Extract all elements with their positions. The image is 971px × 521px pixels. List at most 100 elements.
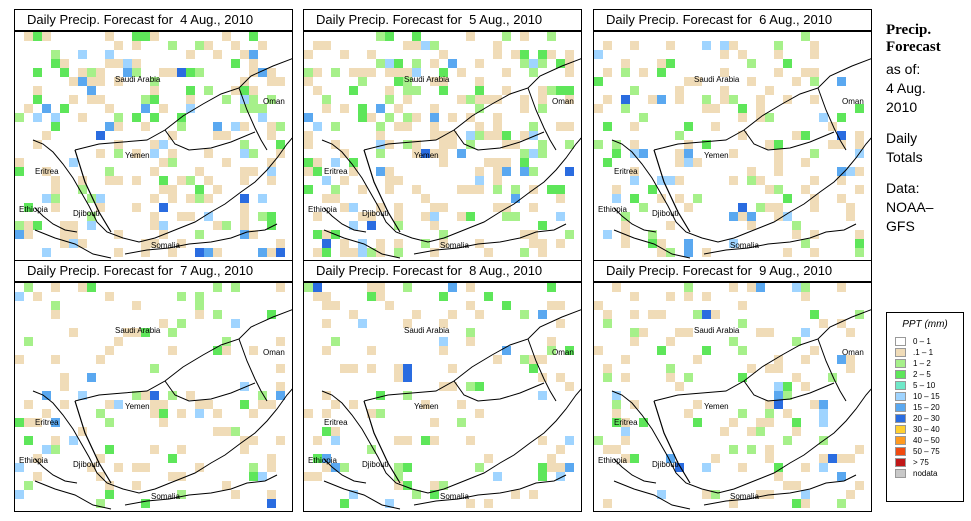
map-label-djibouti: Djibouti xyxy=(362,209,389,218)
map-label-oman: Oman xyxy=(552,348,574,357)
precip-map: Saudi Arabia Oman Yemen Eritrea Ethiopia Djib… xyxy=(303,31,582,261)
map-label-eritrea: Eritrea xyxy=(35,418,59,427)
precip-map-svg: Saudi Arabia Oman Yemen Eritrea Ethiopia Djib… xyxy=(594,283,871,510)
map-label-saudi: Saudi Arabia xyxy=(694,326,740,335)
legend-swatch xyxy=(895,469,906,478)
map-label-saudi: Saudi Arabia xyxy=(404,326,450,335)
map-label-saudi: Saudi Arabia xyxy=(115,326,161,335)
map-label-oman: Oman xyxy=(552,97,574,106)
legend-swatch xyxy=(895,381,906,390)
map-label-somalia: Somalia xyxy=(151,492,180,501)
forecast-panel: Daily Precip. Forecast for 9 Aug., 2010 S… xyxy=(593,260,872,512)
map-label-djibouti: Djibouti xyxy=(73,209,100,218)
legend-item: 0 – 1 xyxy=(895,336,963,347)
map-label-eritrea: Eritrea xyxy=(614,167,638,176)
forecast-panel: Daily Precip. Forecast for 4 Aug., 2010 S… xyxy=(14,9,293,261)
precip-map: Saudi Arabia Oman Yemen Eritrea Ethiopia Djib… xyxy=(14,31,293,261)
legend-label: 5 – 10 xyxy=(913,381,936,390)
map-label-saudi: Saudi Arabia xyxy=(694,75,740,84)
map-label-yemen: Yemen xyxy=(414,402,439,411)
caption-data: Data: xyxy=(886,180,920,196)
legend-label: 20 – 30 xyxy=(913,414,940,423)
caption-gfs: GFS xyxy=(886,218,915,234)
map-label-yemen: Yemen xyxy=(125,151,150,160)
map-label-djibouti: Djibouti xyxy=(73,460,100,469)
legend-item: 50 – 75 xyxy=(895,446,963,457)
legend-item: 30 – 40 xyxy=(895,424,963,435)
legend-swatch xyxy=(895,425,906,434)
precip-map-svg: Saudi Arabia Oman Yemen Eritrea Ethiopia Djib… xyxy=(594,32,871,259)
legend-swatch xyxy=(895,370,906,379)
precip-map-svg: Saudi Arabia Oman Yemen Eritrea Ethiopia Djib… xyxy=(15,32,292,259)
precip-legend: PPT (mm) 0 – 1 .1 – 1 1 – 2 2 – 5 5 – 10 10 –… xyxy=(886,312,964,502)
map-label-yemen: Yemen xyxy=(704,151,729,160)
caption-date-1: 4 Aug. xyxy=(886,80,926,96)
map-label-yemen: Yemen xyxy=(704,402,729,411)
legend-label: 2 – 5 xyxy=(913,370,931,379)
legend-swatch xyxy=(895,436,906,445)
caption-totals: Totals xyxy=(886,149,923,165)
map-label-ethiopia: Ethiopia xyxy=(19,456,48,465)
legend-item: .1 – 1 xyxy=(895,347,963,358)
legend-label: 0 – 1 xyxy=(913,337,931,346)
map-label-eritrea: Eritrea xyxy=(324,418,348,427)
precip-map-svg: Saudi Arabia Oman Yemen Eritrea Ethiopia Djib… xyxy=(15,283,292,510)
caption-heading-1: Precip. xyxy=(886,22,932,38)
precip-map-svg: Saudi Arabia Oman Yemen Eritrea Ethiopia Djib… xyxy=(304,283,581,510)
map-label-yemen: Yemen xyxy=(414,151,439,160)
panel-title: Daily Precip. Forecast for 5 Aug., 2010 xyxy=(303,9,582,31)
legend-swatch xyxy=(895,348,906,357)
map-label-djibouti: Djibouti xyxy=(652,460,679,469)
map-label-oman: Oman xyxy=(842,348,864,357)
legend-item: 15 – 20 xyxy=(895,402,963,413)
legend-label: 15 – 20 xyxy=(913,403,940,412)
forecast-panel: Daily Precip. Forecast for 7 Aug., 2010 S… xyxy=(14,260,293,512)
map-label-ethiopia: Ethiopia xyxy=(308,456,337,465)
caption-noaa: NOAA– xyxy=(886,199,934,215)
map-label-djibouti: Djibouti xyxy=(362,460,389,469)
map-label-somalia: Somalia xyxy=(151,241,180,250)
map-label-eritrea: Eritrea xyxy=(324,167,348,176)
map-label-saudi: Saudi Arabia xyxy=(404,75,450,84)
legend-swatch xyxy=(895,414,906,423)
panel-title: Daily Precip. Forecast for 8 Aug., 2010 xyxy=(303,260,582,282)
legend-label: 40 – 50 xyxy=(913,436,940,445)
map-label-eritrea: Eritrea xyxy=(614,418,638,427)
panel-title: Daily Precip. Forecast for 4 Aug., 2010 xyxy=(14,9,293,31)
legend-item: 10 – 15 xyxy=(895,391,963,402)
side-caption: Precip. Forecast as of: 4 Aug. 2010 Dail… xyxy=(886,22,966,236)
map-label-ethiopia: Ethiopia xyxy=(308,205,337,214)
forecast-panel: Daily Precip. Forecast for 8 Aug., 2010 S… xyxy=(303,260,582,512)
legend-label: 50 – 75 xyxy=(913,447,940,456)
map-label-somalia: Somalia xyxy=(440,241,469,250)
legend-items: 0 – 1 .1 – 1 1 – 2 2 – 5 5 – 10 10 – 15 15 – 2… xyxy=(887,336,963,479)
legend-label: nodata xyxy=(913,469,938,478)
map-label-djibouti: Djibouti xyxy=(652,209,679,218)
map-label-saudi: Saudi Arabia xyxy=(115,75,161,84)
map-label-ethiopia: Ethiopia xyxy=(598,456,627,465)
precip-map: Saudi Arabia Oman Yemen Eritrea Ethiopia Djib… xyxy=(303,282,582,512)
legend-label: 1 – 2 xyxy=(913,359,931,368)
legend-item: 2 – 5 xyxy=(895,369,963,380)
map-label-ethiopia: Ethiopia xyxy=(598,205,627,214)
legend-item: 1 – 2 xyxy=(895,358,963,369)
legend-label: .1 – 1 xyxy=(913,348,934,357)
precip-map: Saudi Arabia Oman Yemen Eritrea Ethiopia Djib… xyxy=(14,282,293,512)
legend-swatch xyxy=(895,458,906,467)
legend-item: > 75 xyxy=(895,457,963,468)
caption-daily: Daily xyxy=(886,130,918,146)
legend-item: 5 – 10 xyxy=(895,380,963,391)
map-label-eritrea: Eritrea xyxy=(35,167,59,176)
legend-swatch xyxy=(895,403,906,412)
map-label-ethiopia: Ethiopia xyxy=(19,205,48,214)
legend-swatch xyxy=(895,337,906,346)
map-label-somalia: Somalia xyxy=(730,241,759,250)
legend-swatch xyxy=(895,392,906,401)
panel-title: Daily Precip. Forecast for 9 Aug., 2010 xyxy=(593,260,872,282)
legend-swatch xyxy=(895,447,906,456)
precip-map: Saudi Arabia Oman Yemen Eritrea Ethiopia Djib… xyxy=(593,282,872,512)
panel-title: Daily Precip. Forecast for 7 Aug., 2010 xyxy=(14,260,293,282)
legend-item: 40 – 50 xyxy=(895,435,963,446)
precip-map-svg: Saudi Arabia Oman Yemen Eritrea Ethiopia Djib… xyxy=(304,32,581,259)
legend-label: 30 – 40 xyxy=(913,425,940,434)
